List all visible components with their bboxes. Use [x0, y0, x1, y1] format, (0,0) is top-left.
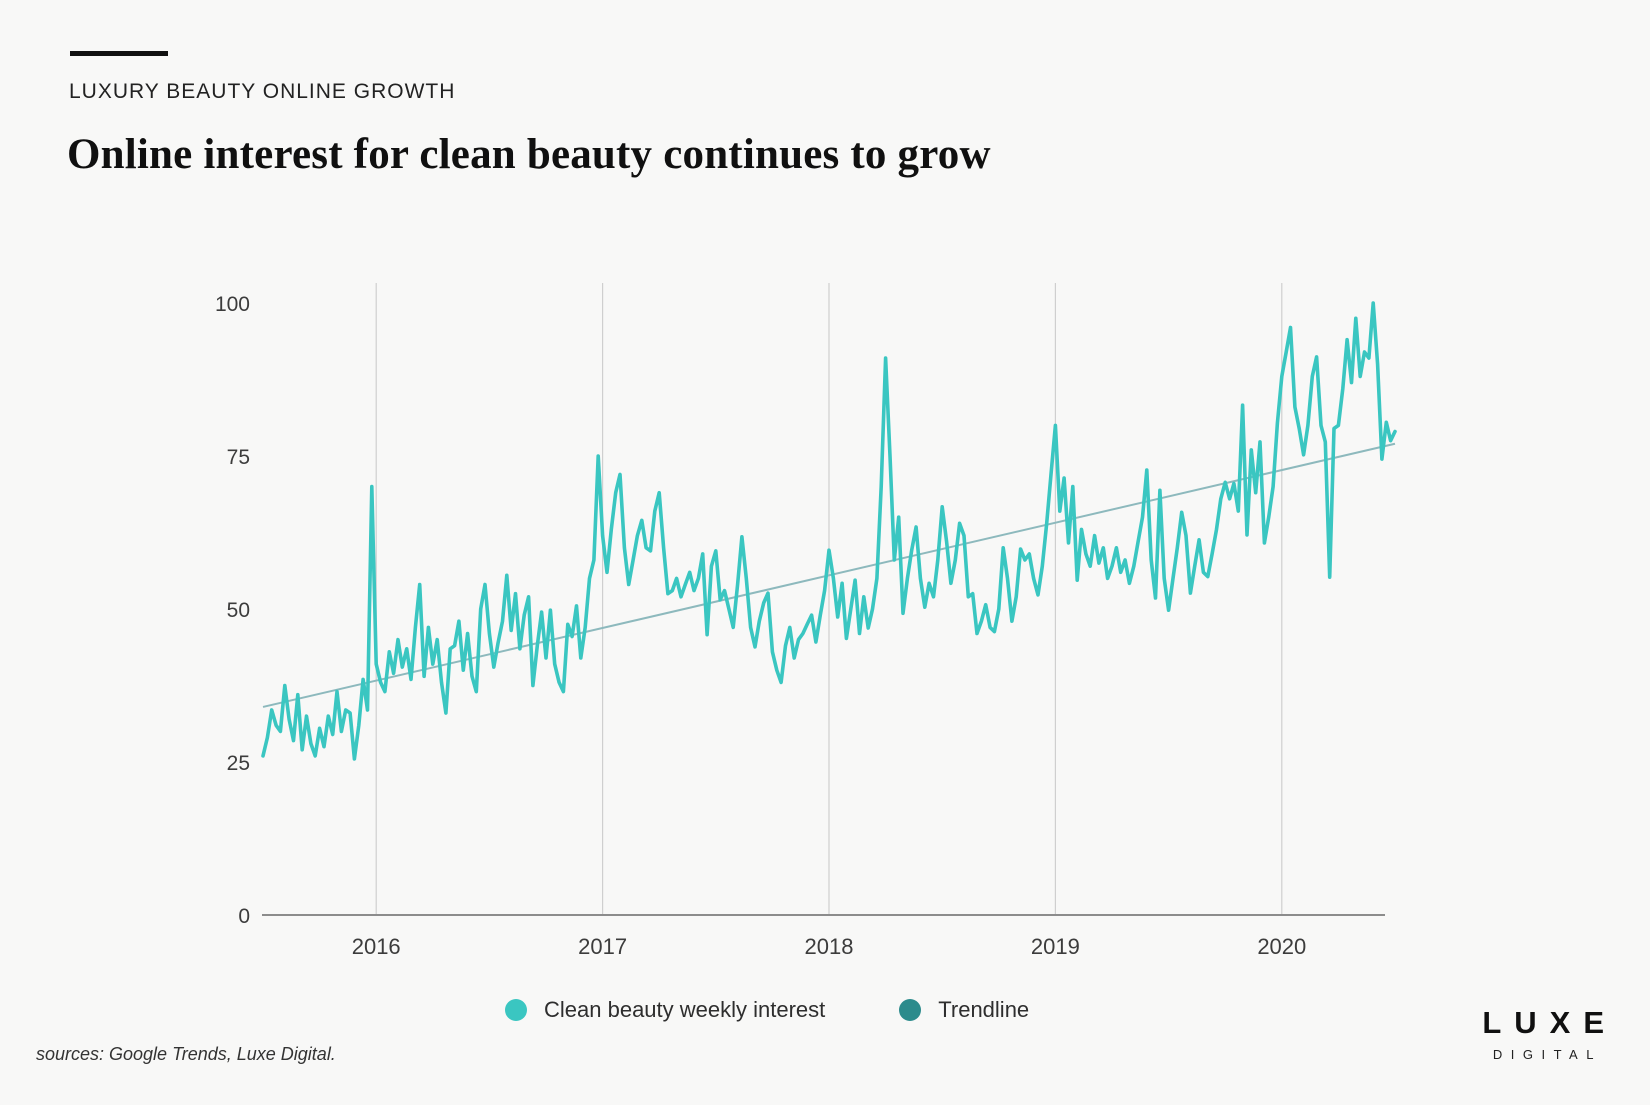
x-tick-label: 2018 — [805, 934, 854, 959]
y-tick-label: 25 — [227, 752, 250, 775]
legend: Clean beauty weekly interest Trendline — [505, 997, 1029, 1023]
luxe-digital-logo: LUXE DIGITAL — [1469, 1005, 1617, 1062]
page-title: Online interest for clean beauty continu… — [67, 131, 991, 178]
kicker: LUXURY BEAUTY ONLINE GROWTH — [69, 80, 456, 103]
legend-item-weekly-interest: Clean beauty weekly interest — [505, 997, 825, 1023]
kicker-accent-bar — [70, 51, 168, 56]
series-line-clean-beauty — [261, 301, 1397, 761]
legend-label: Clean beauty weekly interest — [544, 997, 826, 1022]
logo-wordmark: LUXE — [1482, 1005, 1617, 1040]
trendline — [262, 442, 1396, 708]
sources-note: sources: Google Trends, Luxe Digital. — [36, 1044, 336, 1064]
legend-item-trendline: Trendline — [899, 997, 1029, 1023]
y-tick-label: 100 — [215, 293, 250, 316]
x-tick-label: 2020 — [1257, 934, 1306, 959]
series-dot-icon — [505, 999, 527, 1021]
trendline-dot-icon — [899, 999, 922, 1021]
y-tick-label: 0 — [238, 905, 250, 928]
x-tick-label: 2019 — [1031, 934, 1080, 959]
logo-subtitle: DIGITAL — [1492, 1047, 1602, 1062]
legend-label: Trendline — [938, 997, 1030, 1022]
x-tick-label: 2017 — [578, 934, 627, 959]
y-tick-label: 75 — [227, 446, 250, 469]
x-tick-label: 2016 — [352, 934, 401, 959]
y-tick-label: 50 — [227, 599, 250, 622]
